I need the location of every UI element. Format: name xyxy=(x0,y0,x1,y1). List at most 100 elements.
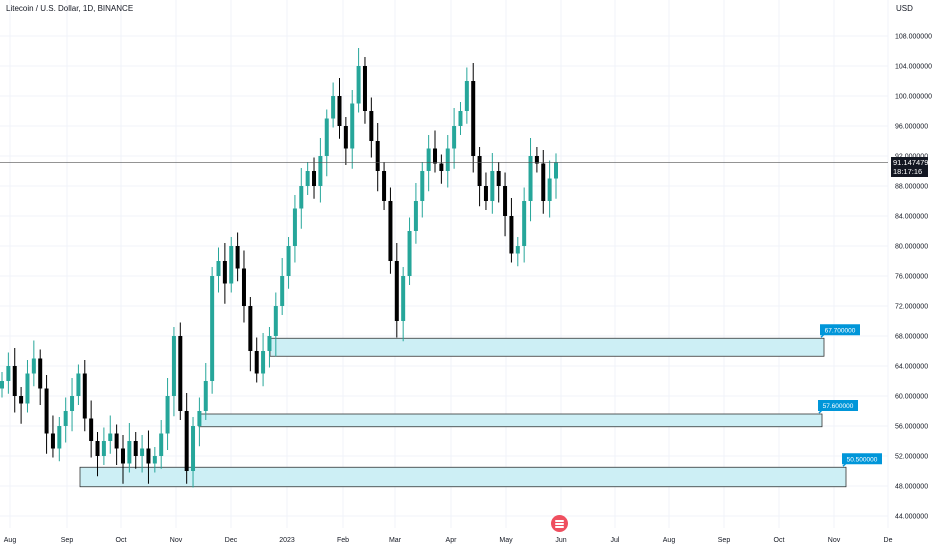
candle xyxy=(420,162,425,218)
candle-body xyxy=(25,373,30,404)
candle-body xyxy=(146,448,151,464)
candle-body xyxy=(413,201,418,231)
candle-body xyxy=(509,216,514,254)
candle xyxy=(299,168,304,229)
candle xyxy=(63,397,68,443)
candle xyxy=(31,340,36,387)
time-tick-label: Oct xyxy=(116,537,127,544)
price-axis[interactable]: 44.000000 48.000000 52.000000 56.000000 60.0… xyxy=(895,34,932,521)
candle xyxy=(439,154,444,184)
candle-body xyxy=(503,186,508,216)
candle xyxy=(541,150,546,214)
candle-body xyxy=(248,306,253,351)
candle xyxy=(178,322,183,420)
candle xyxy=(375,123,380,192)
candle xyxy=(235,232,240,282)
candle-body xyxy=(350,103,355,149)
currency-label: USD xyxy=(896,4,913,13)
candle xyxy=(12,348,17,413)
candle-body xyxy=(426,148,431,171)
price-tick-label: 76.000000 xyxy=(895,274,928,281)
time-tick-label: Nov xyxy=(828,537,841,544)
zone-labels: 67.700000 57.600000 50.500000 xyxy=(818,324,882,467)
price-tick-label: 44.000000 xyxy=(895,514,928,521)
candle-body xyxy=(401,276,406,321)
candle-body xyxy=(178,336,183,411)
candle xyxy=(286,237,291,289)
candle-body xyxy=(210,276,215,381)
candle xyxy=(210,267,215,394)
time-tick-label: Jul xyxy=(611,537,620,544)
candle-body xyxy=(452,126,457,149)
candle-body xyxy=(165,396,170,434)
candle-body xyxy=(171,336,176,396)
candle xyxy=(101,427,106,465)
candle-body xyxy=(286,246,291,276)
candle xyxy=(216,247,221,293)
price-tick-label: 60.000000 xyxy=(895,394,928,401)
candle xyxy=(273,292,278,357)
candle-body xyxy=(12,366,17,396)
candle xyxy=(503,172,508,237)
candle-body xyxy=(197,411,202,426)
price-tick-label: 64.000000 xyxy=(895,364,928,371)
candle-body xyxy=(522,201,527,246)
candle-body xyxy=(483,186,488,201)
candle-body xyxy=(445,148,450,171)
candle xyxy=(25,360,30,413)
candle-body xyxy=(528,156,533,201)
time-axis[interactable]: Aug Sep Oct Nov Dec 2023 Feb Mar Apr May Jun Jul Aug… xyxy=(4,537,893,544)
time-tick-label: Apr xyxy=(446,537,458,544)
candle xyxy=(38,349,43,405)
candle xyxy=(356,48,361,113)
candle-body xyxy=(127,441,132,464)
candle xyxy=(534,147,539,173)
candle-body xyxy=(235,246,240,269)
candle-body xyxy=(95,441,100,456)
candle-body xyxy=(464,81,469,111)
candle xyxy=(222,243,227,304)
candle xyxy=(362,57,367,124)
candle xyxy=(343,117,348,165)
zone-label-box xyxy=(820,324,860,336)
candle xyxy=(6,352,11,394)
candle xyxy=(57,417,62,462)
time-tick-label: Sep xyxy=(718,537,731,544)
candle-body xyxy=(216,261,221,276)
candle xyxy=(171,327,176,417)
candle-body xyxy=(337,96,342,126)
candle-body xyxy=(191,426,196,471)
candle xyxy=(89,400,94,458)
candle xyxy=(292,195,297,263)
candle xyxy=(184,393,189,484)
candle xyxy=(127,423,132,473)
candle xyxy=(509,198,514,263)
candle xyxy=(331,82,336,128)
candlesticks xyxy=(0,48,558,488)
candle-body xyxy=(159,433,164,456)
candle-body xyxy=(534,156,539,164)
candle xyxy=(407,217,412,285)
zone-label-text: 50.500000 xyxy=(847,456,878,463)
price-tick-label: 88.000000 xyxy=(895,184,928,191)
candle xyxy=(554,153,558,199)
candle xyxy=(191,417,196,488)
support-zone xyxy=(198,413,823,428)
candle-body xyxy=(375,141,380,171)
candle-body xyxy=(388,201,393,261)
candle-body xyxy=(382,171,387,201)
candle-body xyxy=(324,118,329,156)
candle-body xyxy=(299,186,304,209)
candle xyxy=(452,108,457,169)
candle xyxy=(152,447,157,473)
candle-body xyxy=(6,366,11,381)
support-zone xyxy=(269,337,825,357)
candle-body xyxy=(203,381,208,411)
candle xyxy=(464,67,469,124)
tradingview-logo-icon[interactable] xyxy=(551,515,568,532)
candle-body xyxy=(229,246,234,284)
candle-body xyxy=(120,448,125,464)
candle-body xyxy=(82,373,87,419)
candle xyxy=(280,258,285,315)
